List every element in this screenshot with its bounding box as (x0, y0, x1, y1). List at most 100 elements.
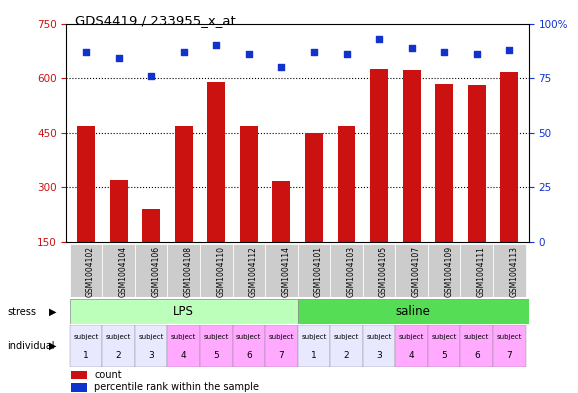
Text: subject: subject (269, 334, 294, 340)
Bar (102, 325, 135, 367)
Text: individual: individual (7, 341, 54, 351)
Bar (298, 244, 330, 297)
Text: GSM1004113: GSM1004113 (509, 246, 518, 298)
Text: subject: subject (366, 334, 392, 340)
Bar (232, 325, 265, 367)
Text: subject: subject (236, 334, 261, 340)
Text: 6: 6 (246, 351, 251, 360)
Bar (71, 383, 87, 392)
Text: GSM1004105: GSM1004105 (379, 246, 388, 298)
Text: 7: 7 (279, 351, 284, 360)
Bar (428, 244, 461, 297)
Bar (435, 84, 453, 296)
Bar (110, 180, 128, 296)
Point (277, 64, 286, 70)
Text: 6: 6 (474, 351, 480, 360)
Bar (232, 244, 265, 297)
Text: 7: 7 (506, 351, 512, 360)
Bar (265, 244, 298, 297)
Bar (71, 371, 87, 379)
Bar (200, 325, 232, 367)
Text: GDS4419 / 233955_x_at: GDS4419 / 233955_x_at (75, 14, 236, 27)
Text: 4: 4 (181, 351, 187, 360)
Text: 5: 5 (213, 351, 219, 360)
Text: ▶: ▶ (49, 307, 57, 317)
Bar (305, 132, 323, 296)
Bar (135, 244, 168, 297)
Text: subject: subject (432, 334, 457, 340)
Bar (272, 181, 290, 296)
Bar (168, 325, 200, 367)
Text: GSM1004104: GSM1004104 (118, 246, 128, 298)
Text: GSM1004106: GSM1004106 (151, 246, 160, 298)
Text: GSM1004107: GSM1004107 (412, 246, 421, 298)
Bar (461, 244, 493, 297)
Text: percentile rank within the sample: percentile rank within the sample (94, 382, 259, 392)
Text: subject: subject (106, 334, 131, 340)
Text: 4: 4 (409, 351, 414, 360)
Text: GSM1004112: GSM1004112 (249, 246, 258, 297)
Bar (168, 244, 200, 297)
Text: subject: subject (171, 334, 197, 340)
Bar (501, 72, 518, 296)
Text: subject: subject (464, 334, 490, 340)
Text: ▶: ▶ (49, 341, 57, 351)
Text: subject: subject (301, 334, 327, 340)
Point (212, 42, 221, 48)
Bar (208, 82, 225, 296)
Bar (363, 325, 395, 367)
Point (244, 51, 253, 57)
Text: subject: subject (139, 334, 164, 340)
Text: saline: saline (396, 305, 431, 318)
Text: GSM1004114: GSM1004114 (281, 246, 290, 298)
Point (309, 49, 318, 55)
Bar (493, 325, 525, 367)
Bar (102, 244, 135, 297)
Text: subject: subject (73, 334, 99, 340)
Bar (175, 126, 192, 296)
Bar (428, 325, 461, 367)
Bar (330, 325, 363, 367)
Bar (395, 325, 428, 367)
Bar (363, 244, 395, 297)
Bar (135, 325, 168, 367)
Bar (298, 299, 529, 324)
Bar (338, 126, 355, 296)
Bar (200, 244, 232, 297)
Text: GSM1004110: GSM1004110 (216, 246, 225, 298)
Bar (468, 84, 486, 296)
Text: GSM1004102: GSM1004102 (86, 246, 95, 298)
Text: 3: 3 (149, 351, 154, 360)
Point (81, 49, 91, 55)
Bar (142, 209, 160, 296)
Bar (240, 126, 258, 296)
Bar (403, 70, 421, 296)
Bar (298, 325, 330, 367)
Bar (493, 244, 525, 297)
Bar (370, 69, 388, 296)
Point (114, 55, 123, 62)
Bar (330, 244, 363, 297)
Text: subject: subject (334, 334, 359, 340)
Point (505, 47, 514, 53)
Point (440, 49, 449, 55)
Text: subject: subject (399, 334, 424, 340)
Text: 3: 3 (376, 351, 382, 360)
Text: 2: 2 (116, 351, 121, 360)
Point (407, 44, 416, 51)
Point (375, 36, 384, 42)
Point (472, 51, 481, 57)
Bar (70, 299, 298, 324)
Text: GSM1004108: GSM1004108 (184, 246, 192, 298)
Text: 5: 5 (442, 351, 447, 360)
Text: GSM1004109: GSM1004109 (444, 246, 453, 298)
Text: LPS: LPS (173, 305, 194, 318)
Text: 1: 1 (311, 351, 317, 360)
Bar (395, 244, 428, 297)
Bar (461, 325, 493, 367)
Text: subject: subject (203, 334, 229, 340)
Bar (265, 325, 298, 367)
Bar (77, 126, 95, 296)
Text: GSM1004111: GSM1004111 (477, 246, 486, 297)
Text: stress: stress (7, 307, 36, 317)
